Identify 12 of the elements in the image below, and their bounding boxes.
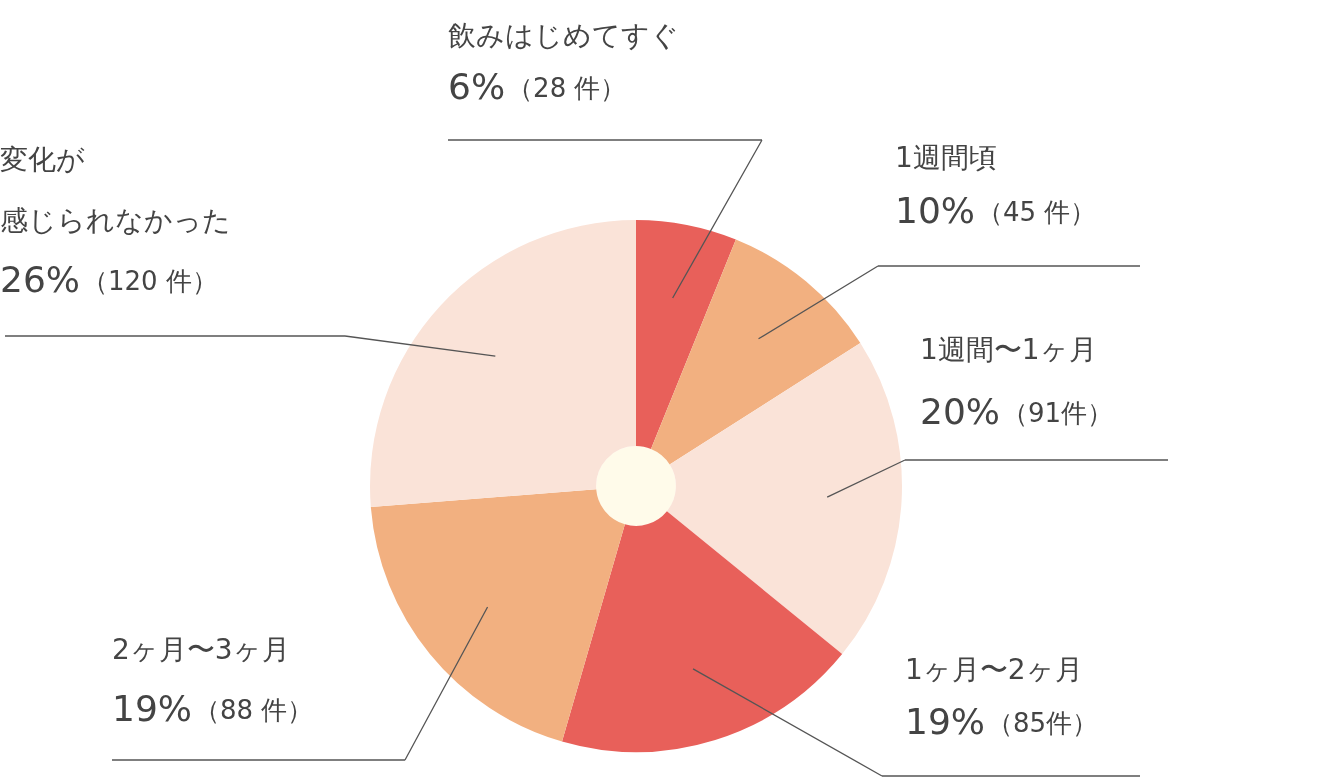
slice-label: 1ヶ月〜2ヶ月 <box>905 653 1083 687</box>
slice-label: 変化が感じられなかった <box>0 143 231 237</box>
data-label: 6%（28 件） <box>448 66 627 108</box>
slice-label: 飲みはじめてすぐ <box>448 19 679 53</box>
slice-label: 1週間〜1ヶ月 <box>920 333 1097 367</box>
slice-label: 1週間頃 <box>895 141 997 175</box>
data-label: 20%（91件） <box>920 391 1114 433</box>
data-label: 10%（45 件） <box>895 190 1097 232</box>
data-label: 19%（85件） <box>905 701 1099 743</box>
data-label: 19%（88 件） <box>112 688 314 730</box>
data-label: 26%（120 件） <box>0 259 218 301</box>
slice-label: 2ヶ月〜3ヶ月 <box>112 633 290 667</box>
